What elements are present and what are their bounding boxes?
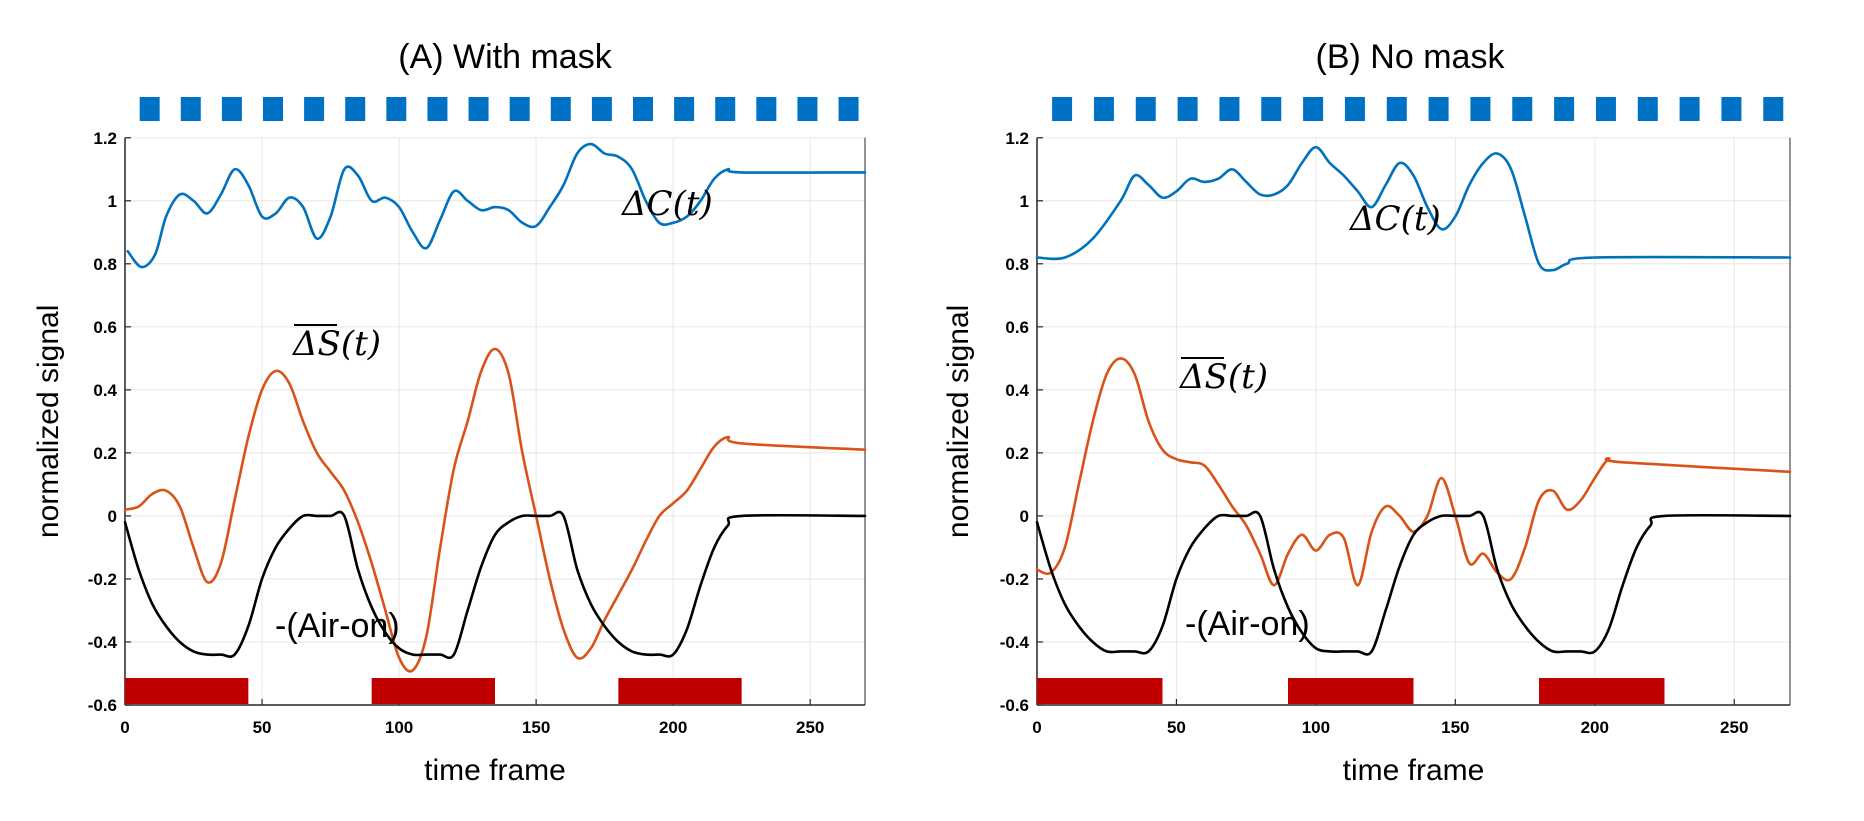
air-on-block <box>1037 678 1163 704</box>
stimulus-marker <box>1344 97 1365 121</box>
annotation-delta-c: ΔC(t) <box>620 184 713 224</box>
stimulus-marker <box>1428 97 1449 121</box>
x-tick-label: 50 <box>253 718 272 737</box>
stimulus-marker <box>1177 97 1198 121</box>
x-tick-label: 200 <box>659 718 687 737</box>
y-tick-label: 1 <box>1020 192 1029 211</box>
x-tick-label: 150 <box>1441 718 1469 737</box>
stimulus-marker <box>715 97 736 121</box>
stimulus-marker <box>1093 97 1114 121</box>
series-delta-c <box>1035 145 1792 272</box>
annotation-delta-s: ΔS(t) <box>291 324 381 364</box>
y-tick-label: -0.6 <box>88 696 117 715</box>
stimulus-marker <box>1512 97 1533 121</box>
stimulus-marker <box>263 97 283 121</box>
y-tick-label: 0 <box>108 507 117 526</box>
series-delta-c <box>126 142 867 269</box>
y-tick-label: -0.4 <box>1000 633 1030 652</box>
air-on-block <box>1288 678 1414 704</box>
series-delta-s <box>123 347 867 673</box>
stimulus-marker <box>1679 97 1700 121</box>
air-on-block <box>618 678 742 704</box>
panel-title: (B) No mask <box>1316 38 1506 76</box>
y-tick-label: -0.6 <box>1000 696 1029 715</box>
stimulus-marker <box>1052 97 1073 121</box>
panel-title: (A) With mask <box>398 38 612 76</box>
y-tick-label: 1.2 <box>93 129 117 148</box>
y-tick-label: -0.4 <box>88 633 118 652</box>
y-tick-label: -0.2 <box>88 570 117 589</box>
x-tick-label: 50 <box>1167 718 1186 737</box>
stimulus-marker <box>550 97 571 121</box>
annotation-air-on: -(Air-on) <box>1185 605 1310 643</box>
series-delta-s <box>1035 357 1792 587</box>
stimulus-marker <box>838 97 859 121</box>
y-axis-label: normalized signal <box>942 305 975 538</box>
stimulus-marker <box>1763 97 1784 121</box>
x-tick-label: 250 <box>796 718 824 737</box>
stimulus-marker <box>468 97 489 121</box>
y-tick-label: 1 <box>108 192 117 211</box>
y-tick-label: -0.2 <box>1000 570 1029 589</box>
y-tick-label: 0.2 <box>1005 444 1029 463</box>
stimulus-marker <box>1219 97 1240 121</box>
stimulus-marker <box>1386 97 1407 121</box>
stimulus-marker <box>756 97 777 121</box>
stimulus-marker <box>591 97 612 121</box>
annotation-delta-c: ΔC(t) <box>1348 199 1441 239</box>
stimulus-marker <box>1554 97 1575 121</box>
x-axis-label: time frame <box>1343 754 1485 787</box>
y-tick-label: 0.6 <box>93 318 117 337</box>
x-tick-label: 100 <box>385 718 413 737</box>
stimulus-marker <box>427 97 448 121</box>
y-tick-label: 0 <box>1020 507 1029 526</box>
stimulus-marker <box>1261 97 1282 121</box>
y-tick-label: 0.6 <box>1005 318 1029 337</box>
y-tick-label: 0.8 <box>1005 255 1029 274</box>
y-tick-label: 0.8 <box>93 255 117 274</box>
series-air-on <box>1035 510 1792 656</box>
stimulus-marker <box>797 97 818 121</box>
stimulus-marker <box>1135 97 1156 121</box>
x-tick-label: 250 <box>1720 718 1748 737</box>
stimulus-marker <box>139 97 160 121</box>
y-tick-label: 0.2 <box>93 444 117 463</box>
y-axis-label: normalized signal <box>32 305 65 538</box>
y-tick-label: 1.2 <box>1005 129 1029 148</box>
stimulus-marker <box>180 97 201 121</box>
stimulus-marker <box>1595 97 1616 121</box>
stimulus-marker <box>1470 97 1491 121</box>
x-axis-label: time frame <box>424 754 566 787</box>
x-tick-label: 200 <box>1581 718 1609 737</box>
air-on-block <box>125 678 249 704</box>
stimulus-marker <box>345 97 366 121</box>
series-air-on <box>123 510 867 660</box>
stimulus-marker <box>509 97 530 121</box>
annotation-delta-s: ΔS(t) <box>1178 357 1268 397</box>
stimulus-marker <box>1721 97 1742 121</box>
stimulus-marker <box>386 97 407 121</box>
stimulus-marker <box>674 97 695 121</box>
stimulus-marker <box>304 97 325 121</box>
y-tick-label: 0.4 <box>93 381 117 400</box>
x-tick-label: 0 <box>1032 718 1041 737</box>
panel-with-mask: (A) With mask 1.2 1 0.8 0.6 0.4 0.2 0 -0.2 -0.4 -0… <box>32 38 867 787</box>
x-tick-label: 150 <box>522 718 550 737</box>
air-on-block <box>371 678 495 704</box>
stimulus-marker <box>1303 97 1324 121</box>
air-on-block <box>1539 678 1665 704</box>
annotation-air-on: -(Air-on) <box>275 607 400 645</box>
panel-no-mask: (B) No mask 1.2 1 0.8 0.6 0.4 0.2 0 -0.2 -0.4 -0.6… <box>942 38 1792 787</box>
stimulus-marker <box>1637 97 1658 121</box>
y-tick-label: 0.4 <box>1005 381 1029 400</box>
x-tick-label: 0 <box>120 718 129 737</box>
x-tick-label: 100 <box>1302 718 1330 737</box>
stimulus-marker <box>221 97 242 121</box>
stimulus-marker <box>633 97 653 121</box>
